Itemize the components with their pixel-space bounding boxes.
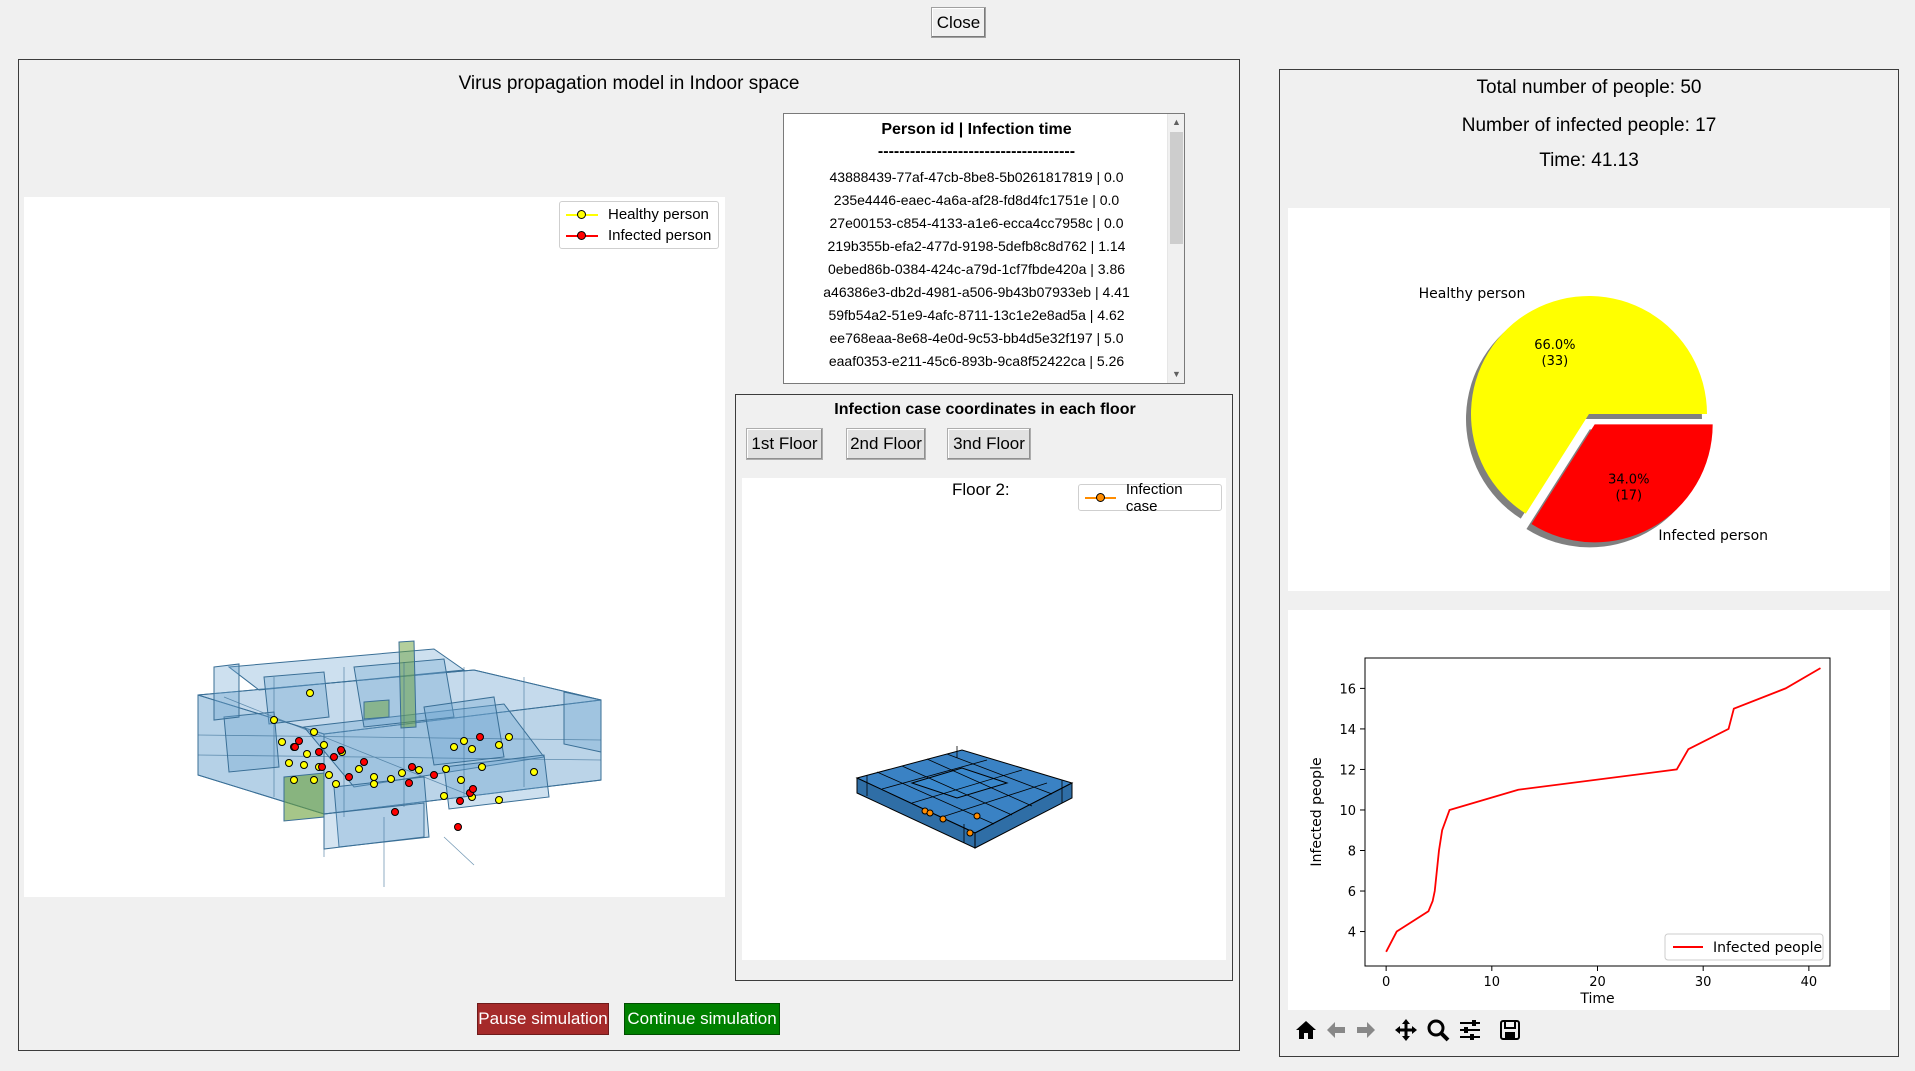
building-3d-view[interactable]: Healthy person Infected person [24, 197, 725, 897]
pie-pct-label: 66.0% [1534, 338, 1575, 353]
list-item[interactable]: a46386e3-db2d-4981-a506-9b43b07933eb | 4… [823, 284, 1130, 300]
y-tick-label: 16 [1339, 682, 1356, 697]
floor-panel: Infection case coordinates in each floor… [735, 394, 1233, 981]
x-tick-label: 10 [1484, 975, 1501, 990]
infected-people-label: Number of infected people: 17 [1461, 115, 1717, 136]
building-3d-graphic [197, 640, 602, 887]
line-legend: Infected people [1664, 933, 1824, 961]
list-item[interactable]: 219b355b-efa2-477d-9198-5defb8c8d762 | 1… [827, 238, 1126, 254]
list-item[interactable]: eaaf0353-e211-45c6-893b-9ca8f52422ca | 5… [828, 353, 1125, 369]
line-legend-label: Infected people [1713, 940, 1822, 956]
list-item[interactable]: 59fb54a2-51e9-4afc-8711-13c1e2e8ad5a | 4… [828, 307, 1125, 323]
y-tick-label: 14 [1339, 723, 1356, 738]
scroll-up-icon[interactable]: ▲ [1172, 117, 1181, 127]
floor-3-button[interactable]: 3nd Floor [947, 428, 1031, 460]
y-tick-label: 8 [1348, 845, 1356, 860]
pie-slice-infected [1531, 424, 1713, 543]
floor-legend: Infection case [1078, 481, 1222, 515]
x-tick-label: 30 [1695, 975, 1712, 990]
line-chart-area[interactable]: 0 10 20 30 40 4 6 8 10 12 14 16 Time Infected people I… [1288, 610, 1890, 1010]
line-legend-box [1664, 933, 1824, 961]
close-button[interactable]: Close [931, 7, 986, 38]
building-legend: Healthy person Infected person [559, 201, 719, 249]
legend-healthy-label: Healthy person [608, 206, 709, 223]
y-axis-label: Infected people [1309, 757, 1325, 866]
pie-pct-label: 34.0% [1608, 472, 1649, 487]
y-tick-label: 12 [1339, 763, 1356, 778]
home-icon[interactable] [1292, 1016, 1320, 1044]
total-people-label: Total number of people: 50 [1476, 77, 1702, 98]
forward-arrow-icon[interactable] [1352, 1016, 1380, 1044]
legend-infection-case: Infection case [1085, 481, 1215, 515]
y-tick-label: 6 [1348, 885, 1356, 900]
legend-infection-case-marker [1085, 492, 1116, 502]
list-item[interactable]: 27e00153-c854-4133-a1e6-ecca4cc7958c | 0… [829, 215, 1124, 231]
pause-simulation-button[interactable]: Pause simulation [477, 1003, 609, 1035]
x-tick-label: 40 [1801, 975, 1818, 990]
zoom-icon[interactable] [1424, 1016, 1452, 1044]
save-icon[interactable] [1496, 1016, 1524, 1044]
time-label: Time: 41.13 [1539, 150, 1639, 171]
scroll-thumb[interactable] [1170, 132, 1183, 244]
scroll-down-icon[interactable]: ▼ [1172, 369, 1181, 379]
line-chart: 0 10 20 30 40 4 6 8 10 12 14 16 Time Infected people I… [1309, 657, 1831, 1007]
list-scrollbar[interactable]: ▲ ▼ [1167, 114, 1184, 383]
pie-chart: 66.0%(33) Healthy person 34.0%(17) Infected… [1419, 286, 1768, 548]
list-item[interactable]: 0ebed86b-0384-424c-a79d-1cf7fbde420a | 3… [827, 261, 1126, 277]
series-line-infected-people [1385, 667, 1821, 953]
continue-simulation-button[interactable]: Continue simulation [624, 1003, 780, 1035]
list-item[interactable]: ee768eaa-8e68-4e0d-9c53-bb4d5e32f197 | 5… [829, 330, 1124, 346]
y-tick-label: 10 [1339, 804, 1356, 819]
legend-infection-case-label: Infection case [1125, 480, 1183, 515]
x-axis-label: Time [1579, 991, 1614, 1007]
pie-category-label: Healthy person [1419, 286, 1526, 302]
x-tick-label: 20 [1589, 975, 1606, 990]
list-header: Person id | Infection time [881, 121, 1072, 138]
pan-icon[interactable] [1392, 1016, 1420, 1044]
list-separator: ------------------------------------- [877, 143, 1076, 160]
configure-icon[interactable] [1456, 1016, 1484, 1044]
floor-2-graphic [855, 746, 1074, 849]
floor-panel-title: Infection case coordinates in each floor [834, 401, 1136, 418]
y-tick-label: 4 [1348, 926, 1356, 941]
legend-infected: Infected person [566, 225, 712, 246]
pie-count-label: (33) [1542, 354, 1569, 369]
pie-category-label: Infected person [1658, 528, 1768, 544]
list-item[interactable]: 43888439-77af-47cb-8be8-5b0261817819 | 0… [829, 169, 1124, 185]
plot-frame [1364, 657, 1831, 967]
simulation-title: Virus propagation model in Indoor space [458, 73, 800, 94]
infection-time-list[interactable]: Person id | Infection time -------------… [783, 113, 1185, 384]
floor-1-button[interactable]: 1st Floor [746, 428, 823, 460]
pie-slice-healthy [1471, 296, 1707, 514]
legend-infected-label: Infected person [608, 227, 712, 244]
floor-plot[interactable]: Floor 2: Infection case [742, 478, 1226, 960]
pie-chart-area[interactable]: 66.0% (33) Healthy person 34.0% (17) Infected… [1288, 208, 1890, 591]
back-arrow-icon[interactable] [1322, 1016, 1350, 1044]
floor-plot-title: Floor 2: [952, 480, 1010, 499]
list-item[interactable]: 235e4446-eaec-4a6a-af28-fd8d4fc1751e | 0… [833, 192, 1120, 208]
legend-infected-marker [566, 230, 598, 240]
legend-healthy-marker [566, 209, 598, 219]
x-tick-label: 0 [1382, 975, 1390, 990]
pie-count-label: (17) [1615, 488, 1642, 503]
legend-healthy: Healthy person [566, 204, 712, 225]
floor-2-button[interactable]: 2nd Floor [846, 428, 926, 460]
